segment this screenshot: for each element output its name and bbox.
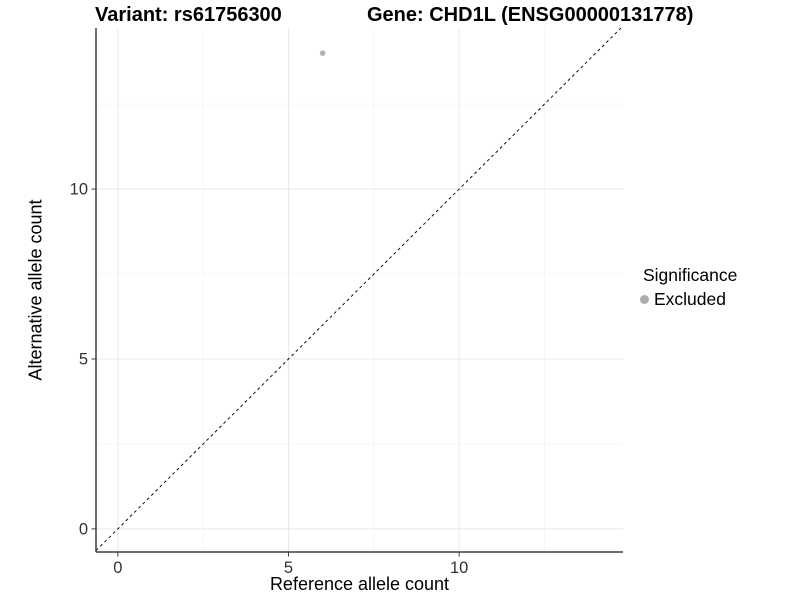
x-axis-title: Reference allele count	[269, 574, 450, 594]
y-tick-label: 5	[79, 350, 88, 368]
identity-dashed-line	[95, 27, 622, 551]
legend: Significance Excluded	[640, 265, 737, 310]
y-tick-label: 10	[70, 181, 88, 199]
data-point	[319, 50, 326, 56]
x-tick-label: 10	[450, 559, 468, 577]
y-axis-title: Alternative allele count	[25, 199, 46, 381]
legend-title: Significance	[643, 265, 738, 285]
circle-marker-icon	[640, 295, 649, 304]
x-tick-label: 0	[113, 559, 122, 577]
y-tick-label: 0	[79, 520, 88, 538]
legend-entry-label: Excluded	[654, 289, 726, 309]
legend-entry-excluded: Excluded	[640, 289, 737, 310]
plot-title-variant: Variant: rs61756300	[95, 4, 282, 26]
plot-title-gene: Gene: CHD1L (ENSG00000131778)	[367, 4, 694, 26]
x-tick-label: 5	[284, 559, 293, 577]
